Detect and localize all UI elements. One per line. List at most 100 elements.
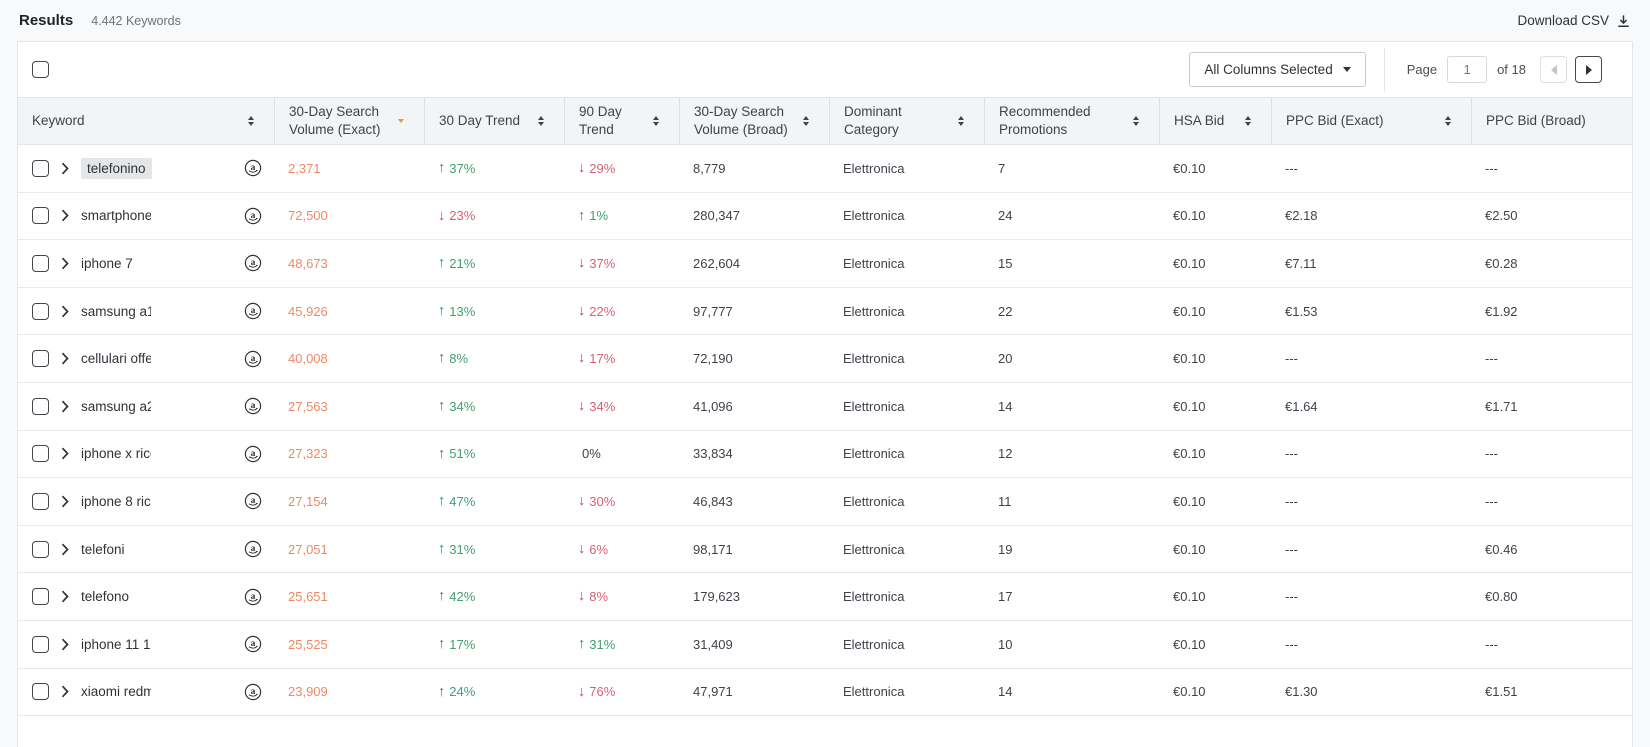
page-total: of 18 [1497,62,1526,77]
sort-icon[interactable] [398,119,404,123]
trend-arrow-icon: ↓ [578,255,586,272]
sort-icon[interactable] [653,115,659,127]
sort-icon[interactable] [1133,115,1139,127]
trend-arrow-icon: ↓ [578,160,586,177]
column-header-label: 30-Day Search Volume (Exact) [289,104,381,137]
column-header[interactable]: Recommended Promotions [984,98,1159,144]
ppc-bid-broad: --- [1485,351,1498,367]
table-row: telefonino a 2,371 ↑ 37% ↓ 29% 8,779 Elett… [18,145,1632,193]
search-volume-broad: 31,409 [693,636,733,652]
search-volume-exact: 27,563 [288,398,328,414]
amazon-icon[interactable]: a [244,254,262,272]
search-volume-broad: 179,623 [693,589,740,605]
column-header[interactable]: 30-Day Search Volume (Broad) [679,98,829,144]
search-volume-broad: 41,096 [693,398,733,414]
keyword-text: iphone 8 ricondizionato [81,493,151,509]
expand-chevron-icon[interactable] [61,590,69,603]
search-volume-broad: 262,604 [693,255,740,271]
sort-icon[interactable] [538,115,544,127]
row-checkbox[interactable] [32,350,49,368]
column-header[interactable]: Keyword [18,98,274,144]
ppc-bid-broad: €0.46 [1485,541,1518,557]
sort-icon[interactable] [1245,115,1251,127]
amazon-icon[interactable]: a [244,159,262,177]
prev-page-button[interactable] [1540,56,1567,83]
columns-selector-dropdown[interactable]: All Columns Selected [1189,52,1366,87]
row-checkbox[interactable] [32,492,49,510]
amazon-icon[interactable]: a [244,302,262,320]
amazon-icon[interactable]: a [244,635,262,653]
expand-chevron-icon[interactable] [61,685,69,698]
keyword-text: cellulari offerte [81,351,151,367]
expand-chevron-icon[interactable] [61,209,69,222]
amazon-icon[interactable]: a [244,445,262,463]
column-header[interactable]: 30-Day Search Volume (Exact) [274,98,424,144]
expand-chevron-icon[interactable] [61,400,69,413]
row-checkbox[interactable] [32,159,49,177]
column-header[interactable]: 30 Day Trend [424,98,564,144]
svg-text:a: a [251,401,256,411]
ppc-bid-broad: €1.51 [1485,684,1518,700]
keywords-count: 4.442 Keywords [91,13,181,28]
row-checkbox[interactable] [32,254,49,272]
amazon-icon[interactable]: a [244,397,262,415]
trend-30-day: ↑ 51% [438,445,476,462]
expand-chevron-icon[interactable] [61,352,69,365]
amazon-icon[interactable]: a [244,207,262,225]
sort-icon[interactable] [1445,115,1451,127]
recommended-promotions: 7 [998,160,1006,176]
select-all-checkbox[interactable] [32,61,49,78]
row-checkbox[interactable] [32,683,49,701]
expand-chevron-icon[interactable] [61,495,69,508]
download-csv-button[interactable]: Download CSV [1517,13,1631,29]
hsa-bid: €0.10 [1173,208,1206,224]
expand-chevron-icon[interactable] [61,257,69,270]
trend-30-day: ↑ 17% [438,635,476,652]
sort-icon[interactable] [803,115,809,127]
next-page-button[interactable] [1575,56,1602,83]
svg-text:a: a [251,259,256,269]
row-checkbox[interactable] [32,540,49,558]
search-volume-exact: 27,154 [288,493,328,509]
ppc-bid-exact: --- [1285,589,1298,605]
search-volume-exact: 23,909 [288,684,328,700]
ppc-bid-broad: €0.28 [1485,255,1518,271]
ppc-bid-exact: --- [1285,446,1298,462]
amazon-icon[interactable]: a [244,683,262,701]
svg-text:a: a [251,211,256,221]
search-volume-exact: 27,323 [288,446,328,462]
row-checkbox[interactable] [32,588,49,606]
table-header: Keyword 30-Day Search Volume (Exact) 30 … [18,97,1632,145]
ppc-bid-broad: €0.80 [1485,589,1518,605]
amazon-icon[interactable]: a [244,492,262,510]
hsa-bid: €0.10 [1173,446,1206,462]
column-header[interactable]: Dominant Category [829,98,984,144]
column-header[interactable]: PPC Bid (Broad) [1471,98,1632,144]
recommended-promotions: 11 [998,493,1012,509]
sort-icon[interactable] [958,115,964,127]
column-header[interactable]: HSA Bid [1159,98,1271,144]
expand-chevron-icon[interactable] [61,447,69,460]
amazon-icon[interactable]: a [244,588,262,606]
column-header-label: Recommended Promotions [999,104,1091,137]
sort-icon[interactable] [248,115,254,127]
amazon-icon[interactable]: a [244,540,262,558]
column-header[interactable]: PPC Bid (Exact) [1271,98,1471,144]
page-input[interactable] [1447,56,1488,83]
trend-90-day: ↓ 29% [578,160,616,177]
trend-arrow-icon: ↓ [578,493,586,510]
row-checkbox[interactable] [32,445,49,463]
row-checkbox[interactable] [32,635,49,653]
amazon-icon[interactable]: a [244,350,262,368]
expand-chevron-icon[interactable] [61,638,69,651]
expand-chevron-icon[interactable] [61,305,69,318]
trend-30-day: ↑ 47% [438,493,476,510]
expand-chevron-icon[interactable] [61,162,69,175]
dominant-category: Elettronica [843,398,905,414]
row-checkbox[interactable] [32,397,49,415]
column-header[interactable]: 90 Day Trend [564,98,679,144]
dominant-category: Elettronica [843,589,905,605]
row-checkbox[interactable] [32,302,49,320]
row-checkbox[interactable] [32,207,49,225]
expand-chevron-icon[interactable] [61,543,69,556]
